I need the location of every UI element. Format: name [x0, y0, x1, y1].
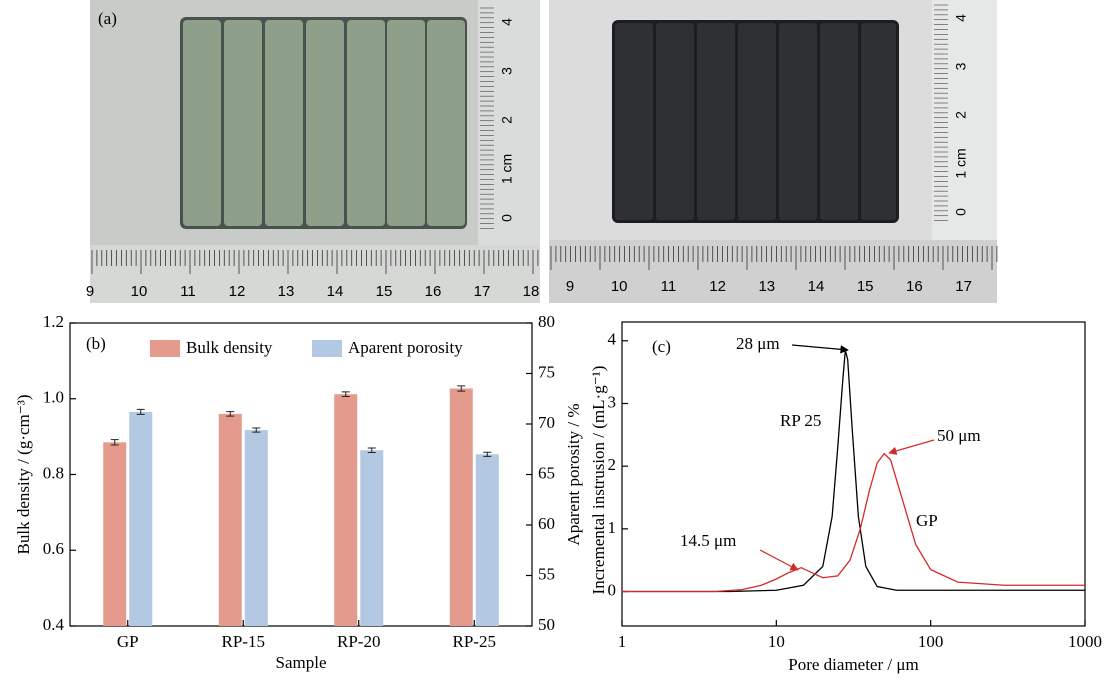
y-tick-label: 1 — [608, 518, 617, 537]
panel-label: (b) — [86, 334, 106, 353]
ruler-label: 13 — [758, 278, 775, 295]
ruler-label: 17 — [474, 283, 491, 300]
y-axis-label: Bulk density / (g·cm⁻³) — [14, 395, 33, 555]
photo-left — [90, 0, 540, 303]
series-label: GP — [916, 511, 938, 530]
ruler-label: 11 — [661, 278, 677, 295]
ruler-label: 4 — [499, 18, 515, 26]
photo-right — [549, 0, 997, 303]
y2-tick-label: 60 — [538, 514, 555, 533]
y-tick-label: 1.2 — [43, 312, 64, 331]
x-axis-label: Pore diameter / μm — [788, 655, 918, 674]
ruler-label: 12 — [709, 278, 726, 295]
x-tick-label: GP — [117, 632, 139, 651]
y-axis-label: Incremental instrusion / (mL·g⁻¹) — [589, 366, 608, 595]
bar — [218, 413, 242, 626]
bar — [334, 394, 358, 626]
y-tick-label: 1.0 — [43, 388, 64, 407]
error-bar — [483, 451, 492, 457]
plot-frame — [621, 321, 1086, 627]
bar — [244, 430, 268, 626]
ruler-label: 1 cm — [953, 148, 969, 178]
line-series — [622, 350, 1085, 593]
x-axis-label: Sample — [276, 653, 327, 672]
ruler-label: 14 — [327, 283, 344, 300]
x-tick-label: 10 — [768, 632, 785, 651]
ruler-label: 12 — [229, 283, 246, 300]
ruler-label: 9 — [566, 278, 574, 295]
ruler-label: 4 — [953, 14, 969, 22]
rulers: 9 10 11 12 13 14 15 16 17 18 0 1 cm 2 3 4 9 10 11 12 13 14 15… — [86, 4, 998, 300]
annotation: 28 μm — [736, 334, 780, 353]
error-bar — [110, 439, 119, 446]
y-tick-label: 0 — [608, 580, 617, 599]
x-tick-label: RP-15 — [222, 632, 265, 651]
ruler-label: 10 — [611, 278, 628, 295]
ruler-label: 2 — [953, 111, 969, 119]
ruler-label: 0 — [953, 208, 969, 216]
y2-tick-label: 55 — [538, 564, 555, 583]
y-tick-label: 0.4 — [43, 615, 65, 634]
bar — [449, 388, 473, 626]
bar — [103, 442, 127, 626]
error-bar — [367, 447, 376, 453]
annotation-arrow — [791, 344, 849, 354]
bar — [475, 454, 499, 626]
legend-swatch — [150, 340, 180, 357]
ruler-label: 9 — [86, 283, 94, 300]
ruler-label: 10 — [131, 283, 148, 300]
y-tick-label: 0.8 — [43, 463, 64, 482]
legend-label: Bulk density — [186, 338, 273, 357]
ruler-label: 15 — [857, 278, 874, 295]
ruler-label: 1 cm — [499, 154, 515, 184]
x-tick-label: RP-20 — [337, 632, 380, 651]
bar — [129, 411, 153, 626]
y2-tick-label: 75 — [538, 362, 555, 381]
ruler-label: 17 — [955, 278, 972, 295]
y2-tick-label: 50 — [538, 615, 555, 634]
ruler-label: 3 — [953, 62, 969, 70]
ruler-label: 16 — [906, 278, 923, 295]
y2-axis-label: Aparent porosity / % — [564, 403, 583, 545]
ruler-label: 18 — [523, 283, 540, 300]
annotation: 14.5 μm — [680, 531, 736, 550]
ruler-label: 11 — [180, 283, 196, 300]
ruler-label: 0 — [499, 214, 515, 222]
bar — [360, 450, 384, 626]
y-tick-label: 4 — [608, 330, 617, 349]
annotation: 50 μm — [937, 426, 981, 445]
error-bar — [226, 411, 235, 417]
legend-label: Aparent porosity — [348, 338, 463, 357]
y-tick-label: 3 — [608, 392, 617, 411]
x-tick-label: RP-25 — [453, 632, 496, 651]
error-bar — [341, 391, 350, 397]
ruler-label: 2 — [499, 116, 515, 124]
ruler-label: 16 — [425, 283, 442, 300]
error-bar — [136, 408, 145, 415]
ruler-label: 3 — [499, 67, 515, 75]
y2-tick-label: 65 — [538, 463, 555, 482]
error-bar — [457, 385, 466, 392]
y2-tick-label: 70 — [538, 413, 555, 432]
error-bar — [252, 427, 261, 433]
x-tick-label: 100 — [918, 632, 944, 651]
legend-swatch — [312, 340, 342, 357]
ruler-label: 13 — [278, 283, 295, 300]
y-tick-label: 2 — [608, 455, 617, 474]
line-series — [622, 452, 1085, 593]
panel-label: (a) — [98, 9, 117, 28]
ruler-label: 15 — [376, 283, 393, 300]
x-tick-label: 1 — [618, 632, 627, 651]
annotation-arrow — [759, 549, 799, 571]
annotation-arrow — [888, 439, 935, 455]
x-tick-label: 1000 — [1068, 632, 1102, 651]
ruler-label: 14 — [808, 278, 825, 295]
panel-label: (c) — [652, 337, 671, 356]
y-tick-label: 0.6 — [43, 539, 64, 558]
y2-tick-label: 80 — [538, 312, 555, 331]
series-label: RP 25 — [780, 411, 821, 430]
